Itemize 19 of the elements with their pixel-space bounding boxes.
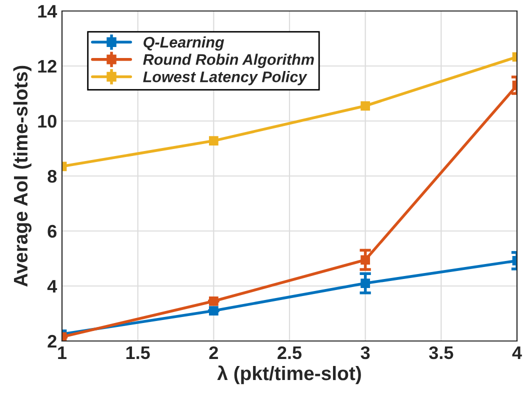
y-tick-label: 10 [38, 114, 56, 128]
x-tick-label: 2 [209, 346, 218, 359]
y-tick-label: 14 [38, 5, 58, 18]
x-tick-label: 3 [360, 346, 370, 360]
x-tick-label: 4 [512, 346, 522, 359]
x-tick-label: 3.5 [429, 346, 454, 360]
legend-label: Round Robin Algorithm [143, 54, 314, 68]
legend-label: Q-Learning [144, 36, 224, 51]
y-tick-label: 6 [48, 224, 56, 238]
y-axis-title: Average AoI (time-slots) [13, 66, 32, 287]
x-tick-label: 1.5 [126, 346, 150, 360]
legend-label: Lowest Latency Policy [143, 71, 308, 86]
y-tick-label: 4 [47, 280, 58, 293]
y-tick-label: 12 [38, 60, 56, 73]
y-tick-label: 2 [48, 334, 56, 348]
x-axis-title: λ (pkt/time-slot) [217, 365, 361, 384]
x-tick-label: 2.5 [278, 346, 302, 360]
y-tick-label: 8 [48, 170, 57, 183]
x-tick-label: 1 [58, 346, 67, 359]
